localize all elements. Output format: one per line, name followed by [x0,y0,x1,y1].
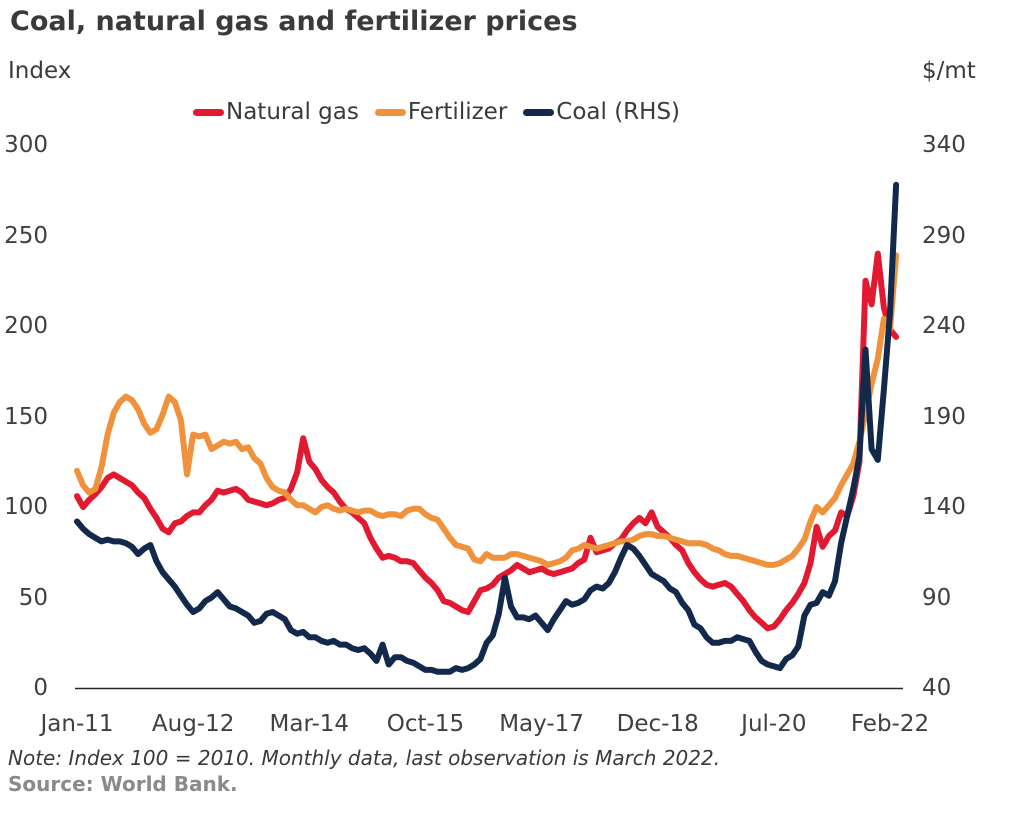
legend-item-natural-gas: Natural gas [193,99,359,125]
legend: Natural gas Fertilizer Coal (RHS) [193,99,680,125]
source-text: Source: World Bank. [8,772,238,796]
fertilizer-line [74,252,900,568]
left-axis-tick-100: 100 [4,494,48,520]
left-axis-tick-0: 0 [33,675,48,701]
legend-swatch-fertilizer [374,108,406,116]
note-text: Note: Index 100 = 2010. Monthly data, la… [8,746,721,770]
legend-item-coal-rhs: Coal (RHS) [523,99,680,125]
legend-label-coal-rhs: Coal (RHS) [556,99,681,125]
right-axis-tick-240: 240 [922,313,966,339]
left-axis-tick-300: 300 [4,132,48,158]
right-axis-tick-90: 90 [922,584,952,611]
legend-label-natural-gas: Natural gas [226,99,359,125]
x-axis-tick-oct-15: Oct-15 [386,711,465,737]
left-axis-unit-label: Index [8,58,72,84]
legend-swatch-coal-rhs [523,108,555,116]
x-axis-tick-aug-12: Aug-12 [151,711,235,737]
x-axis-tick-jan-11: Jan-11 [40,711,114,737]
legend-swatch-natural-gas [193,108,224,116]
right-axis-tick-40: 40 [922,675,952,701]
legend-item-fertilizer: Fertilizer [374,99,508,125]
left-axis-tick-150: 150 [4,403,48,430]
right-axis-unit-label: $/mt [922,58,976,84]
legend-label-fertilizer: Fertilizer [407,99,508,125]
right-axis-tick-340: 340 [922,132,966,158]
x-axis-tick-dec-18: Dec-18 [616,711,699,737]
left-axis-tick-250: 250 [4,222,48,249]
natural-gas-line [74,250,900,632]
left-axis-tick-200: 200 [4,313,48,339]
right-axis-tick-190: 190 [922,403,966,430]
right-axis-tick-290: 290 [922,222,966,249]
chart-title: Coal, natural gas and fertilizer prices [10,6,578,37]
coal-rhs-line [74,181,900,675]
x-axis-tick-feb-22: Feb-22 [850,711,930,737]
x-axis-tick-mar-14: Mar-14 [269,711,350,737]
x-axis-tick-may-17: May-17 [499,711,584,737]
left-axis-tick-50: 50 [18,584,48,611]
right-axis-tick-140: 140 [922,494,966,520]
x-axis-tick-jul-20: Jul-20 [741,711,807,737]
